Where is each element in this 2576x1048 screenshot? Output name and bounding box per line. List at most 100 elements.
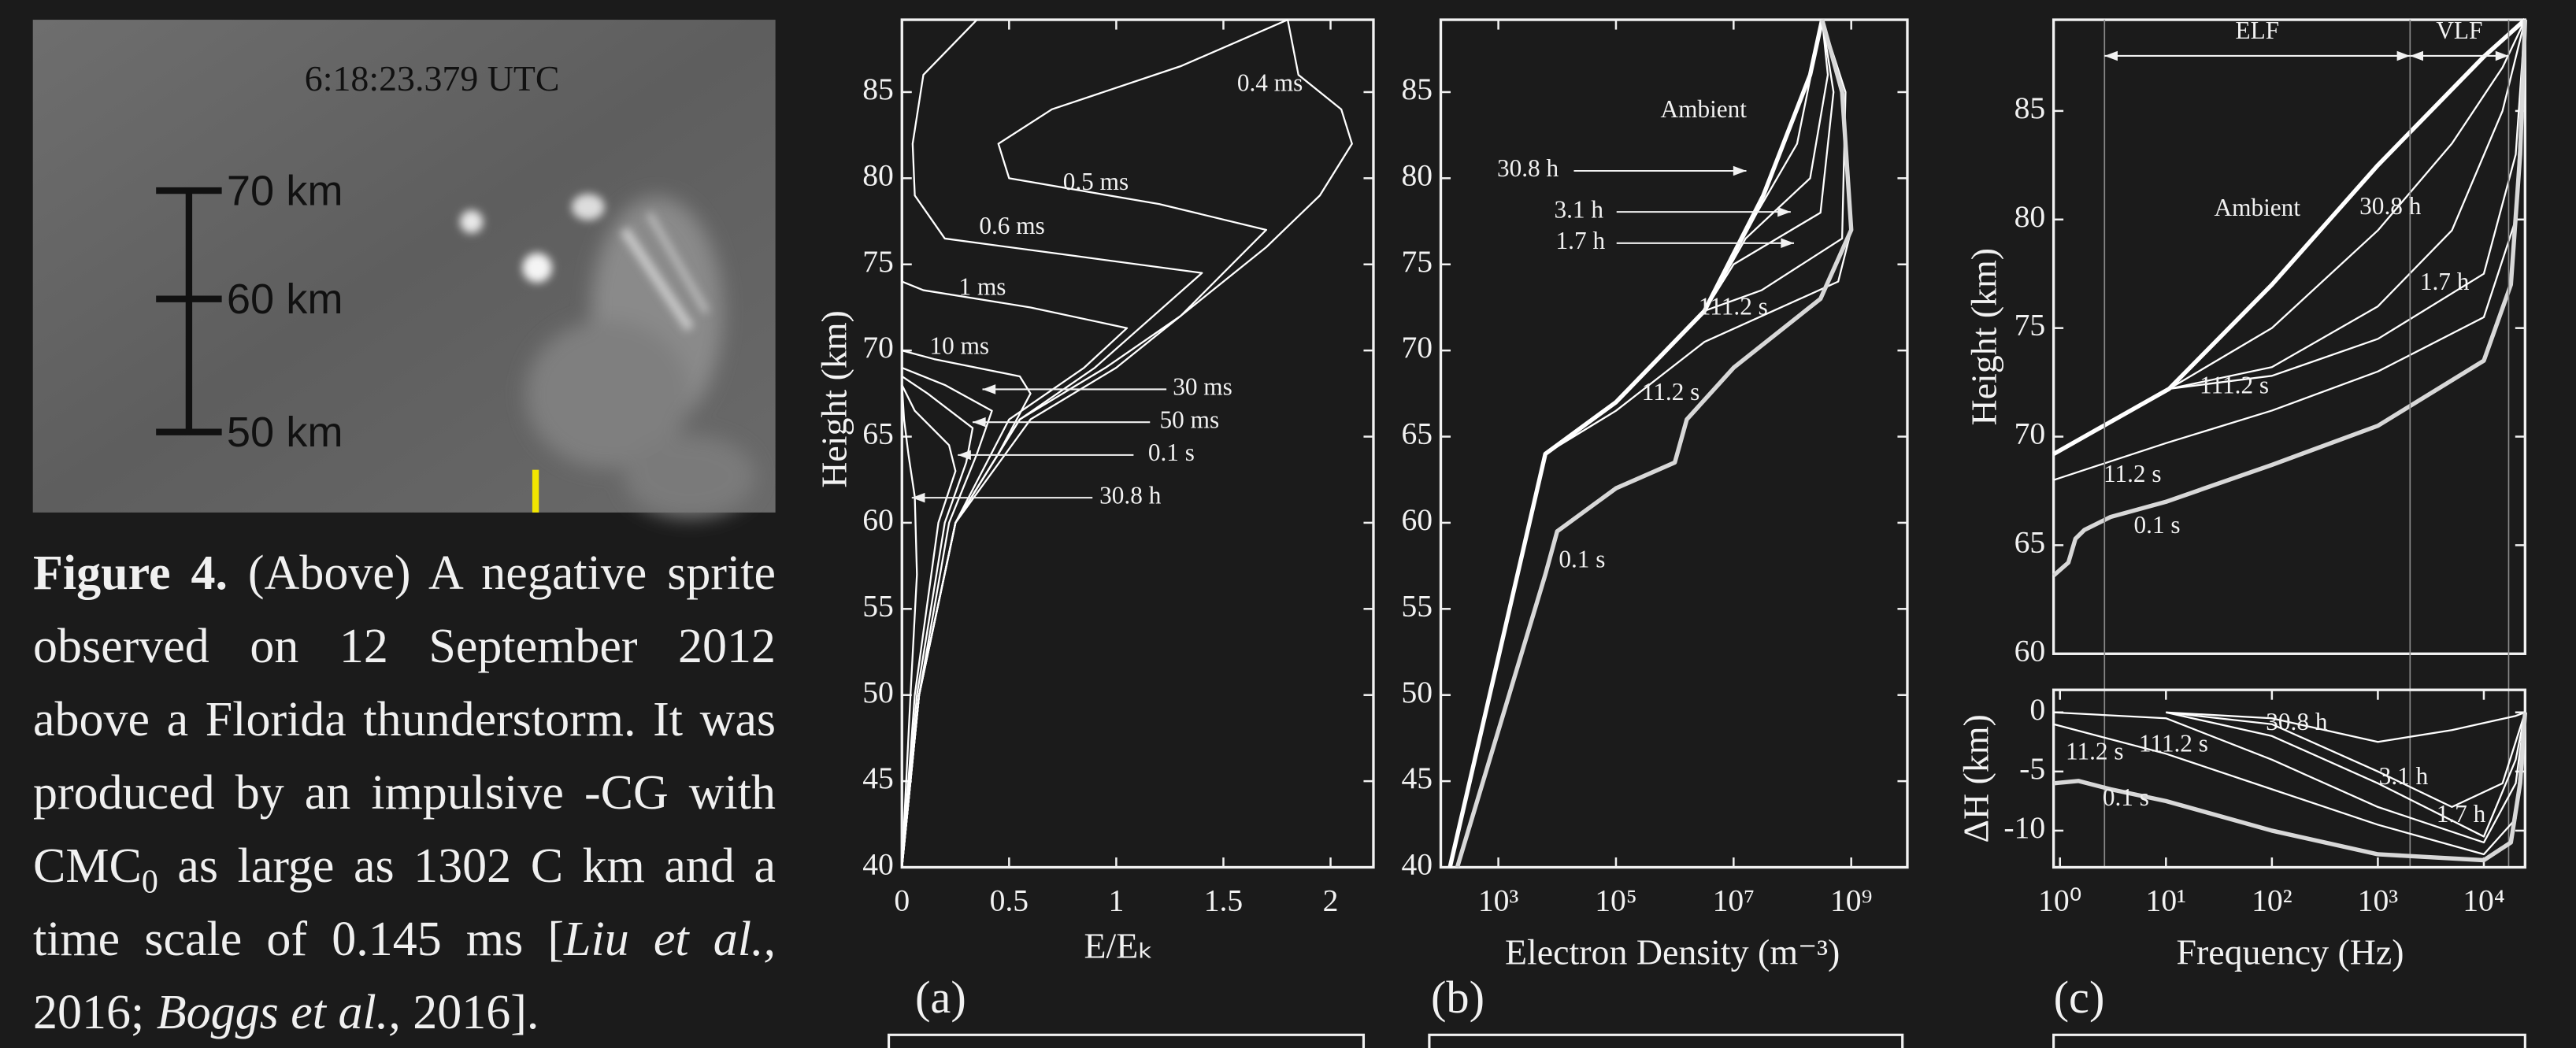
caption-text: as large as 1302 C km and a time scale o… bbox=[33, 839, 776, 966]
curve bbox=[1447, 19, 1825, 868]
arrow-head bbox=[982, 384, 996, 394]
curve bbox=[2053, 711, 2526, 844]
y-tick-label: 75 bbox=[1401, 244, 1433, 279]
curve bbox=[1448, 19, 1829, 868]
curve-label: Ambient bbox=[2215, 194, 2301, 221]
curve-label: 30.8 h bbox=[2266, 708, 2328, 735]
scale-bar bbox=[156, 187, 222, 435]
arrow-head bbox=[2495, 50, 2509, 61]
scale-label: 50 km bbox=[227, 409, 343, 456]
chart: 60 65 70 75 80 85 Height (km) Ambient 30.8 h 1.7 … bbox=[1964, 17, 2528, 868]
y-tick-label: 75 bbox=[862, 244, 894, 279]
y-tick-label: 60 bbox=[1401, 502, 1433, 537]
y-tick-label: 55 bbox=[1401, 588, 1433, 623]
y-tick-label: 50 bbox=[862, 675, 894, 709]
curve bbox=[2168, 19, 2526, 390]
scale-label: 70 km bbox=[227, 168, 343, 215]
curve-label: 111.2 s bbox=[2200, 372, 2269, 399]
curve-label: 30.8 h bbox=[1099, 481, 1162, 509]
y-tick-label: 40 bbox=[862, 847, 894, 882]
curve bbox=[2052, 19, 2528, 578]
curve-label: 0.6 ms bbox=[979, 212, 1044, 239]
arrow-head bbox=[2104, 50, 2118, 61]
curve-label: 0.1 s bbox=[2103, 783, 2149, 811]
arrow-head bbox=[1733, 165, 1747, 176]
sprite-photo: 6:18:23.379 UTC 70 km 60 km 50 km bbox=[32, 20, 776, 518]
x-tick-label: 10³ bbox=[2358, 883, 2399, 917]
citation: Boggs et al., bbox=[156, 986, 401, 1039]
curve bbox=[2169, 19, 2526, 391]
y-axis-title: Height (km) bbox=[814, 310, 854, 487]
citation: Liu et al., bbox=[564, 913, 776, 966]
y-tick-label: 80 bbox=[862, 157, 894, 192]
y-tick-label: 55 bbox=[862, 588, 894, 623]
y-axis-title: Height (km) bbox=[1964, 248, 2004, 425]
y-tick-label: 75 bbox=[2014, 308, 2046, 343]
chart: 40 45 50 55 60 65 70 75 80 85 10³ 10⁵ 10⁷ 10⁹ Electron… bbox=[1401, 18, 1909, 972]
x-tick-label: 0.5 bbox=[990, 883, 1029, 917]
x-tick-label: 2 bbox=[1323, 883, 1339, 917]
band-label: VLF bbox=[2436, 17, 2482, 44]
x-axis-title: E/Eₖ bbox=[1084, 925, 1153, 965]
plot-frame bbox=[1439, 18, 1909, 869]
curve-label: 0.1 s bbox=[1559, 546, 1605, 573]
curve-label: 11.2 s bbox=[1642, 378, 1700, 405]
scale-label: 60 km bbox=[227, 276, 343, 323]
curve-label: 30.8 h bbox=[2359, 192, 2422, 220]
arrow-head bbox=[1777, 206, 1791, 217]
arrow-head bbox=[1781, 238, 1795, 249]
curve-label: 0.4 ms bbox=[1237, 69, 1303, 97]
caption-text: 2016; bbox=[33, 986, 157, 1039]
next-row-frames bbox=[888, 1033, 2526, 1048]
plot-frame bbox=[900, 18, 1375, 869]
x-tick-label: 10⁵ bbox=[1595, 883, 1636, 917]
curve bbox=[2053, 712, 2528, 863]
x-tick-label: 10⁹ bbox=[1830, 883, 1872, 917]
x-tick-label: 10² bbox=[2252, 883, 2292, 917]
y-tick-label: 0 bbox=[2029, 692, 2045, 727]
y-tick-label: 65 bbox=[2014, 525, 2046, 560]
x-tick-label: 0 bbox=[894, 883, 910, 917]
y-tick-label: 65 bbox=[1401, 417, 1433, 451]
caption-label: Figure 4. bbox=[33, 546, 228, 600]
y-tick-label: 45 bbox=[862, 761, 894, 795]
curve bbox=[2169, 19, 2526, 390]
y-tick-label: 45 bbox=[1401, 761, 1433, 795]
y-axis-title: ΔH (km) bbox=[1955, 714, 1996, 842]
caption-sub: 0 bbox=[141, 864, 158, 901]
curve-label: 30 ms bbox=[1173, 373, 1232, 401]
curve bbox=[1455, 19, 1854, 868]
y-tick-label: 85 bbox=[1401, 72, 1433, 106]
curve-label: 10 ms bbox=[929, 331, 989, 359]
marker bbox=[532, 469, 539, 513]
x-tick-label: 10⁴ bbox=[2463, 883, 2504, 917]
curve bbox=[901, 19, 1288, 868]
curve-label: 1.7 h bbox=[1556, 227, 1606, 254]
curve bbox=[2166, 711, 2526, 743]
y-tick-label: -5 bbox=[2019, 751, 2045, 786]
plot-frame bbox=[2052, 18, 2526, 655]
y-tick-label: 80 bbox=[2014, 199, 2046, 234]
y-tick-label: 70 bbox=[862, 330, 894, 365]
curve bbox=[1448, 19, 1823, 868]
curve bbox=[1448, 19, 1852, 868]
arrow-head bbox=[911, 492, 925, 503]
x-tick-label: 10⁷ bbox=[1713, 883, 1755, 917]
curve bbox=[2166, 711, 2526, 809]
x-tick-label: 10¹ bbox=[2146, 883, 2187, 917]
x-axis-title: Electron Density (m⁻³) bbox=[1505, 932, 1840, 972]
arrow-head bbox=[2410, 50, 2423, 61]
chart: 0 -5 -10 10⁰ 10¹ 10² 10³ 10⁴ ΔH (km) Frequency (H… bbox=[1955, 688, 2528, 972]
curve bbox=[901, 350, 1032, 868]
plot-frame bbox=[2052, 688, 2526, 869]
curve bbox=[901, 384, 957, 868]
y-tick-label: 85 bbox=[2014, 91, 2046, 125]
caption: Figure 4. (Above) A negative sprite obse… bbox=[33, 537, 776, 1048]
arrow-head bbox=[972, 417, 986, 428]
curve-label: 111.2 s bbox=[2139, 729, 2208, 757]
curve bbox=[1448, 19, 1835, 868]
y-tick-label: 40 bbox=[1401, 847, 1433, 882]
